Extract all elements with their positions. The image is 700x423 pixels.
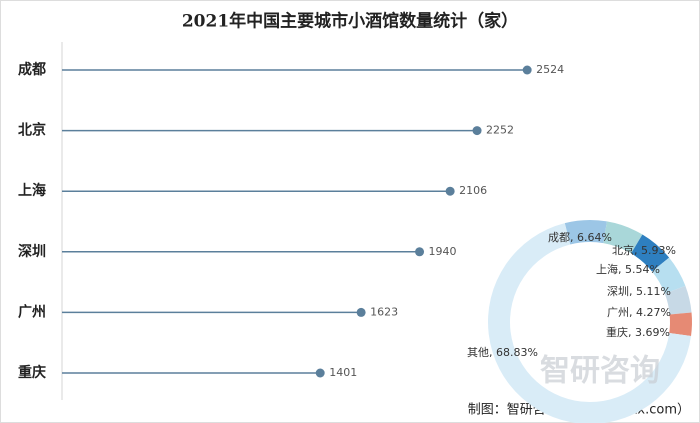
value-label: 2252 — [486, 124, 514, 137]
donut-slice — [664, 285, 692, 315]
donut-slice — [603, 221, 643, 254]
value-label: 1623 — [370, 305, 398, 318]
category-label: 重庆 — [18, 364, 46, 381]
value-label: 1401 — [329, 366, 357, 379]
category-label: 成都 — [18, 61, 46, 78]
donut-slice — [669, 312, 692, 337]
category-label: 北京 — [18, 122, 46, 139]
data-label: 深圳, 5.11% — [607, 285, 671, 298]
dot — [472, 126, 482, 136]
category-label: 上海 — [18, 182, 46, 199]
value-label: 2106 — [459, 184, 487, 197]
category-label: 深圳 — [18, 243, 46, 260]
dot — [356, 307, 366, 317]
dot — [315, 368, 325, 378]
donut-slice — [564, 220, 607, 245]
dot — [415, 247, 425, 257]
value-label: 2524 — [536, 63, 564, 76]
data-label: 上海, 5.54% — [596, 262, 660, 276]
donut-slice — [631, 234, 670, 272]
data-label: 成都, 6.64% — [548, 231, 612, 244]
dot — [445, 186, 455, 196]
watermark: 智研咨询 — [540, 354, 660, 389]
data-label: 其他, 68.83% — [467, 346, 538, 359]
data-label: 重庆, 3.69% — [606, 325, 670, 339]
donut-slice — [652, 257, 686, 294]
dot — [522, 65, 532, 75]
chart-title: 2021年中国主要城市小酒馆数量统计（家） — [182, 11, 518, 32]
data-label: 北京, 5.93% — [612, 243, 676, 257]
value-label: 1940 — [429, 245, 457, 258]
data-label: 广州, 4.27% — [607, 306, 671, 319]
category-label: 广州 — [18, 303, 46, 320]
